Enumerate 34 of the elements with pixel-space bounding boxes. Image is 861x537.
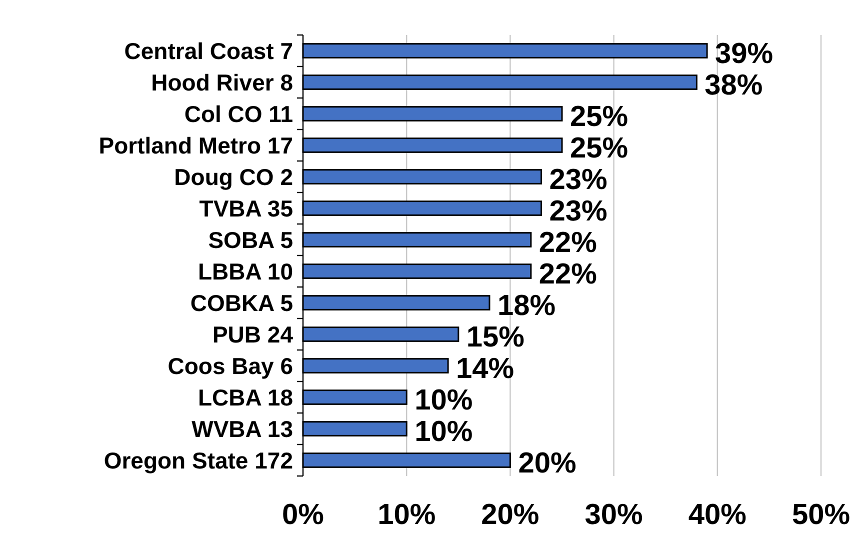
x-tick-label: 50%	[792, 499, 850, 531]
data-label: 25%	[570, 100, 628, 133]
data-label: 14%	[456, 352, 514, 385]
y-tick-label: PUB 24	[212, 321, 294, 348]
data-label: 25%	[570, 132, 628, 164]
data-label: 22%	[538, 258, 598, 290]
y-tick-label: LBBA 10	[198, 258, 293, 284]
data-label: 20%	[518, 447, 576, 480]
y-tick-label: WVBA 13	[192, 416, 293, 442]
data-label: 38%	[704, 69, 763, 102]
x-tick-label: 30%	[584, 499, 644, 531]
data-label: 15%	[466, 321, 525, 354]
x-tick-label: 40%	[688, 499, 747, 531]
y-tick-label: COBKA 5	[190, 290, 294, 316]
data-label: 10%	[414, 416, 473, 448]
y-tick-label: Col CO 11	[184, 100, 294, 127]
y-tick-label: Hood River 8	[151, 69, 294, 96]
y-tick-label: Central Coast 7	[124, 38, 293, 64]
y-tick-label: SOBA 5	[208, 226, 294, 253]
data-label: 18%	[497, 290, 556, 322]
y-tick-label: LCBA 18	[198, 384, 294, 410]
x-tick-label: 20%	[481, 499, 540, 531]
y-tick-label: Portland Metro 17	[98, 132, 293, 158]
data-label: 23%	[549, 195, 608, 228]
y-tick-label: Doug CO 2	[174, 164, 293, 190]
x-tick-label: 0%	[282, 499, 324, 531]
data-label: 10%	[414, 384, 473, 416]
y-tick-label: Coos Bay 6	[168, 352, 293, 379]
data-label: 22%	[538, 226, 598, 259]
data-label: 39%	[715, 38, 774, 70]
y-tick-label: TVBA 35	[199, 195, 294, 222]
x-tick-label: 10%	[378, 499, 436, 531]
data-label: 23%	[549, 164, 608, 196]
y-tick-label: Oregon State 172	[104, 447, 293, 474]
